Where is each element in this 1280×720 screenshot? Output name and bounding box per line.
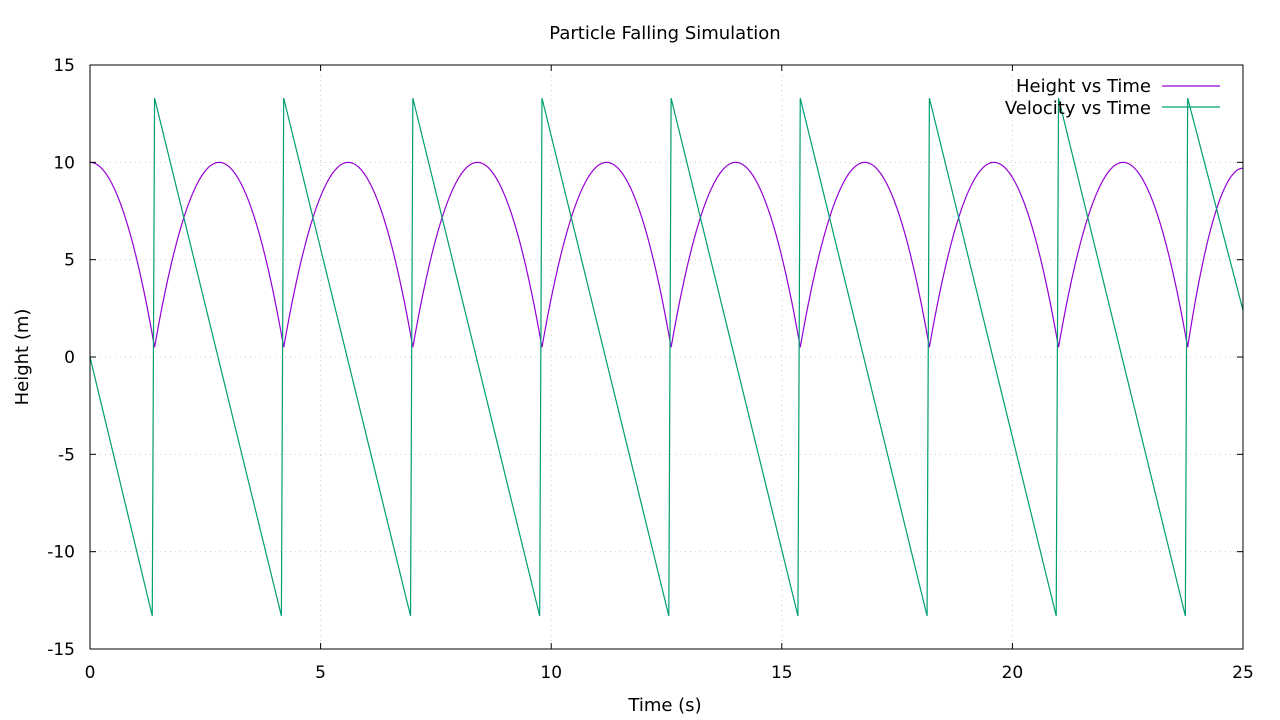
y-tick-label: -15	[47, 640, 75, 660]
legend: Height vs Time Velocity vs Time	[1005, 76, 1220, 119]
x-tick-label: 25	[1232, 663, 1254, 683]
x-axis-label: Time (s)	[627, 695, 701, 716]
x-tick-label: 10	[540, 663, 562, 683]
y-tick-label: 15	[53, 56, 75, 76]
y-tick-label: 5	[64, 251, 75, 271]
y-tick-label: -10	[47, 543, 75, 563]
chart-title: Particle Falling Simulation	[549, 23, 780, 44]
series-layer	[89, 97, 1244, 617]
x-tick-label: 0	[85, 663, 96, 683]
x-tick-label: 15	[771, 663, 793, 683]
x-tick-label: 20	[1002, 663, 1024, 683]
y-axis-label: Height (m)	[12, 309, 33, 406]
y-tick-label: -5	[58, 445, 75, 465]
series-line-velocity	[89, 97, 1244, 617]
y-tick-label: 10	[53, 153, 75, 173]
x-tick-label: 5	[315, 663, 326, 683]
series-line-height	[89, 161, 1244, 348]
grid-layer	[90, 65, 1243, 649]
y-tick-label: 0	[64, 348, 75, 368]
tick-layer: 0 5 10 15 20 25 -15 -10 -5 0 5 10 15	[47, 56, 1254, 683]
legend-label-height: Height vs Time	[1016, 76, 1151, 97]
legend-label-velocity: Velocity vs Time	[1005, 98, 1151, 119]
